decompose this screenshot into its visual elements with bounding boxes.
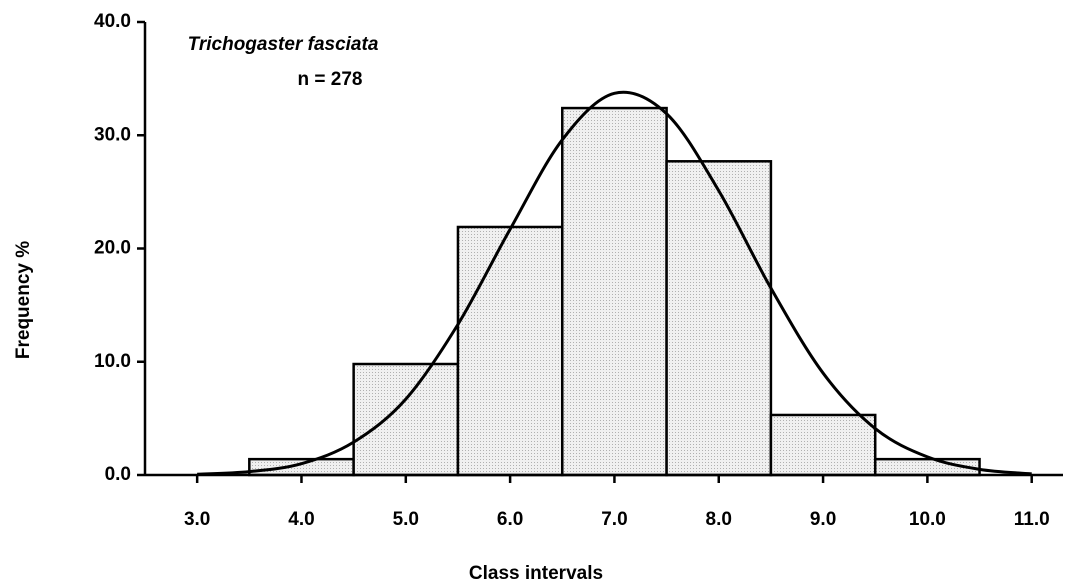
- fit-curve: [197, 90, 1032, 476]
- y-tick-label: 40.0: [94, 11, 131, 32]
- y-axis-label: Frequency %: [13, 241, 34, 359]
- x-tick-label: 5.0: [393, 509, 419, 530]
- bar: [561, 106, 668, 477]
- bar: [352, 362, 460, 477]
- bar: [248, 457, 355, 477]
- x-tick-label: 9.0: [810, 509, 836, 530]
- x-tick-label: 11.0: [1014, 509, 1050, 530]
- y-tick-label: 20.0: [94, 238, 131, 259]
- annotation: Trichogaster fasciata: [188, 34, 379, 55]
- x-tick-label: 6.0: [497, 509, 523, 530]
- x-tick-label: 4.0: [288, 509, 314, 530]
- y-tick-label: 0.0: [105, 464, 131, 485]
- y-tick-label: 10.0: [94, 351, 131, 372]
- annotation: n = 278: [298, 69, 363, 90]
- x-axis-label: Class intervals: [469, 563, 603, 584]
- x-tick-label: 8.0: [706, 509, 732, 530]
- y-tick-label: 30.0: [94, 124, 131, 145]
- x-tick-label: 10.0: [909, 509, 946, 530]
- x-tick-label: 7.0: [601, 509, 627, 530]
- x-tick-label: 3.0: [184, 509, 210, 530]
- bar: [456, 225, 564, 477]
- bar: [769, 413, 877, 477]
- bar: [665, 160, 773, 477]
